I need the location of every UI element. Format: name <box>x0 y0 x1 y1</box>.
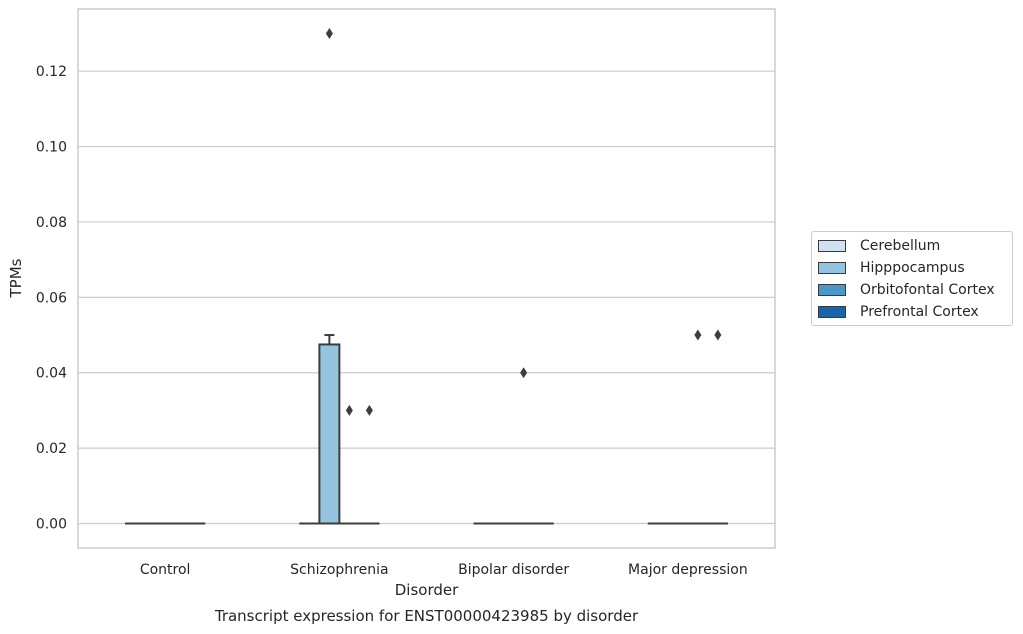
y-tick-label: 0.04 <box>36 366 67 382</box>
x-tick-label: Schizophrenia <box>290 562 388 578</box>
y-tick-label: 0.10 <box>36 140 67 156</box>
chart-caption: Transcript expression for ENST0000042398… <box>214 607 639 625</box>
box <box>318 343 341 525</box>
legend-label: Cerebellum <box>860 238 941 254</box>
legend-swatch <box>818 306 846 318</box>
legend: Cerebellum Hipppocampus Orbitofontal Cor… <box>811 231 1013 326</box>
x-tick-label: Bipolar disorder <box>458 562 569 578</box>
outlier-point <box>714 329 722 341</box>
x-axis-label: Disorder <box>394 581 459 599</box>
legend-item-hippocampus: Hipppocampus <box>818 260 965 276</box>
y-tick-label: 0.06 <box>36 290 67 306</box>
legend-label: Hipppocampus <box>860 260 965 276</box>
y-tick-label: 0.08 <box>36 215 67 231</box>
legend-swatch <box>818 284 846 296</box>
legend-label: Orbitofontal Cortex <box>860 282 995 298</box>
x-tick-label: Major depression <box>628 562 748 578</box>
y-tick-label: 0.02 <box>36 441 67 457</box>
y-tick-label: 0.12 <box>36 64 67 80</box>
y-tick-label: 0.00 <box>36 517 67 533</box>
plot-frame <box>77 8 776 549</box>
legend-item-orbitofrontal-cortex: Orbitofontal Cortex <box>818 282 995 298</box>
legend-item-prefrontal-cortex: Prefrontal Cortex <box>818 304 979 320</box>
x-tick-label: Control <box>140 562 191 578</box>
outlier-point <box>325 28 333 39</box>
legend-item-cerebellum: Cerebellum <box>818 238 940 254</box>
outlier-point <box>365 404 373 416</box>
outlier-point <box>694 329 702 341</box>
legend-swatch <box>818 262 846 274</box>
legend-swatch <box>818 240 846 252</box>
outlier-point <box>345 404 353 416</box>
outlier-point <box>520 367 528 379</box>
legend-label: Prefrontal Cortex <box>860 304 979 320</box>
y-axis-label: TPMs <box>7 258 25 298</box>
